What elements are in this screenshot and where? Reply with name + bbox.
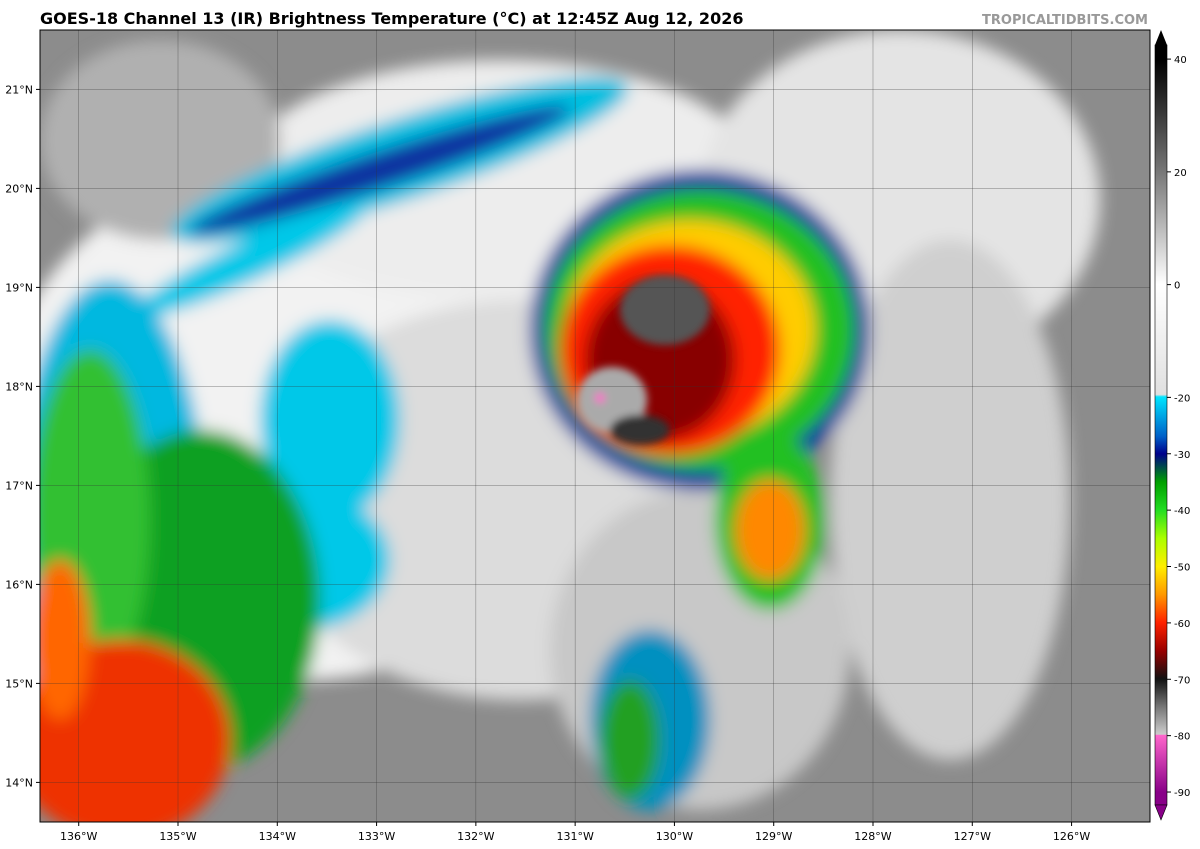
y-tick-label: 18°N [5,380,33,393]
x-tick-label: 133°W [358,830,395,843]
y-tick-label: 17°N [5,479,33,492]
colorbar-tick-label: -20 [1174,393,1190,404]
x-tick-label: 136°W [60,830,97,843]
satellite-image [40,30,1150,822]
colorbar-tick-label: 20 [1174,168,1187,179]
colorbar-tick-label: -60 [1174,619,1190,630]
x-tick-label: 126°W [1053,830,1090,843]
x-tick-label: 131°W [556,830,593,843]
colorbar-ticks: 40 20 0 -20 -30 -40 -50 -60 -70 -80 -90 [1167,55,1190,799]
y-tick-label: 15°N [5,677,33,690]
x-tick-label: 132°W [457,830,494,843]
y-tick-label: 20°N [5,182,33,195]
map-frame [39,29,1151,823]
y-tick-label: 21°N [5,83,33,96]
x-tick-label: 130°W [656,830,693,843]
x-tick-label: 134°W [259,830,296,843]
title: GOES-18 Channel 13 (IR) Brightness Tempe… [40,9,743,28]
x-tick-label: 128°W [854,830,891,843]
colorbar-tick-label: 0 [1174,281,1180,292]
colorbar-tick-label: -70 [1174,675,1190,686]
colorbar-tick-label: -30 [1174,450,1190,461]
graticule: 136°W 135°W 134°W 133°W 132°W 131°W 130°W 129°W… [5,30,1150,843]
colorbar [1154,30,1168,821]
x-tick-label: 127°W [954,830,991,843]
colorbar-tick-label: -50 [1174,563,1190,574]
x-tick-label: 129°W [755,830,792,843]
y-tick-label: 14°N [5,776,33,789]
y-tick-label: 16°N [5,578,33,591]
colorbar-tick-label: -40 [1174,506,1190,517]
colorbar-tick-label: 40 [1174,55,1187,66]
y-tick-label: 19°N [5,281,33,294]
watermark: TROPICALTIDBITS.COM [982,13,1148,28]
colorbar-tick-label: -90 [1174,788,1190,799]
colorbar-tick-label: -80 [1174,732,1190,743]
x-tick-label: 135°W [159,830,196,843]
